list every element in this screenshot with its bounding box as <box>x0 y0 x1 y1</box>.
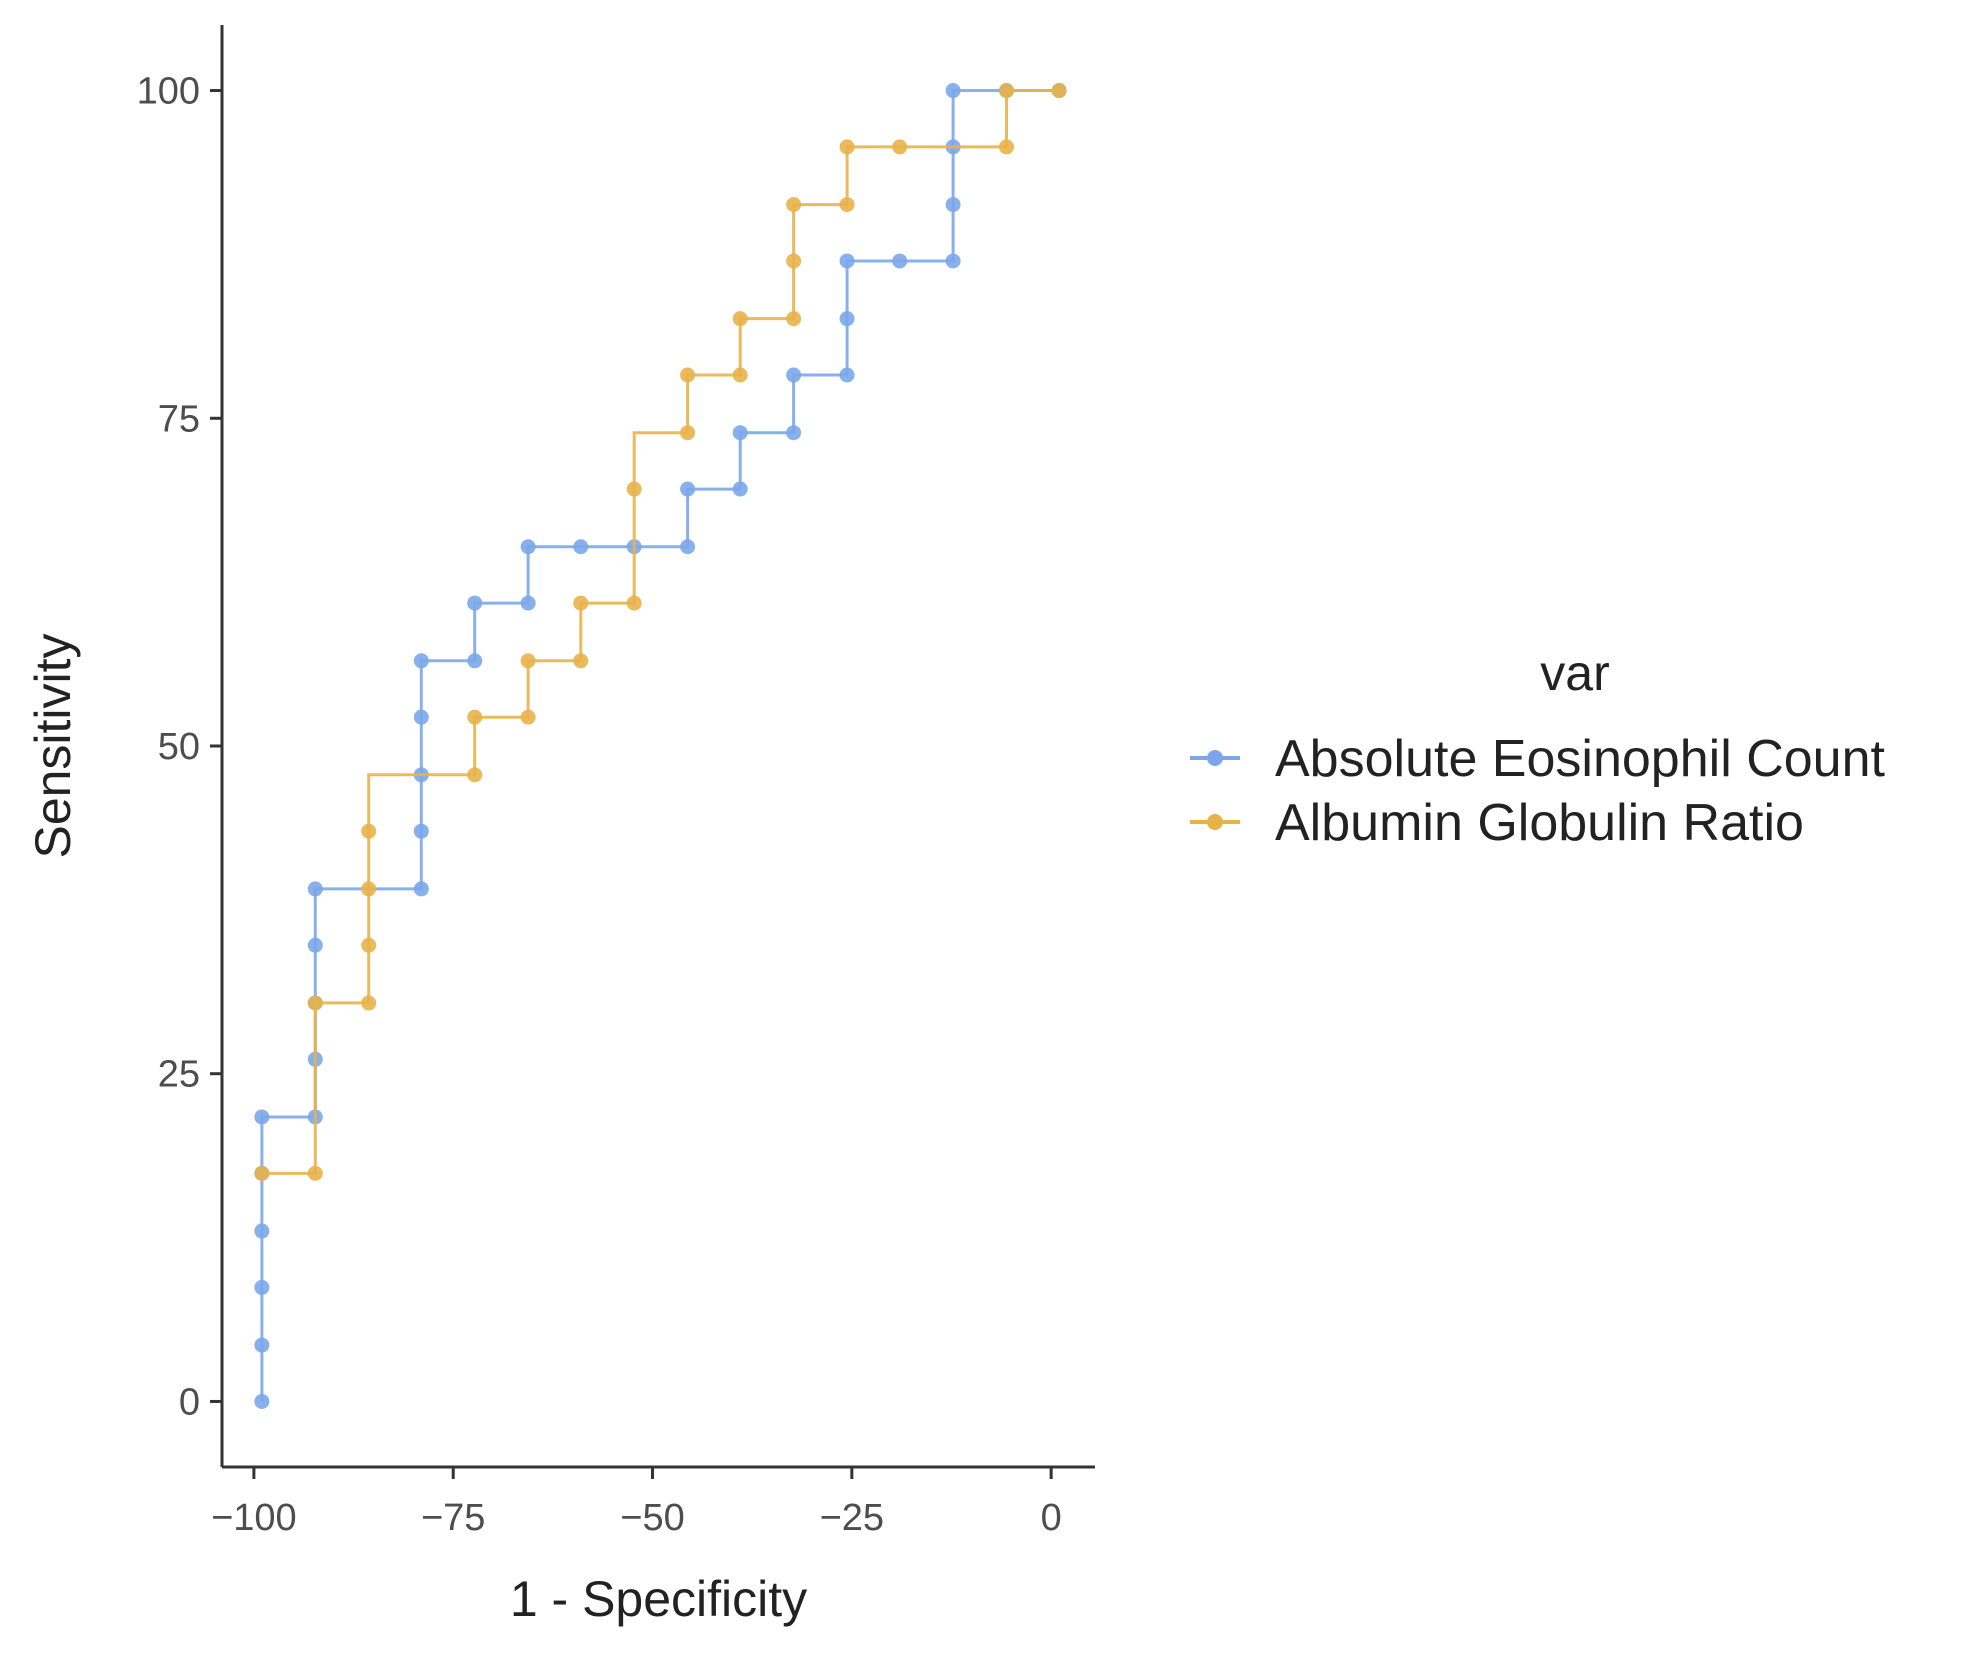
legend-key-point <box>1207 750 1223 766</box>
data-point <box>892 253 908 269</box>
y-tick-label: 100 <box>137 71 200 113</box>
data-point <box>626 595 642 611</box>
data-point <box>467 653 483 669</box>
data-point <box>786 197 802 213</box>
data-point <box>413 709 429 725</box>
data-point <box>520 709 536 725</box>
data-point <box>467 767 483 783</box>
data-point <box>839 253 855 269</box>
data-point <box>892 139 908 155</box>
y-tick-label: 75 <box>158 398 200 440</box>
data-point <box>254 1393 270 1409</box>
data-point <box>839 197 855 213</box>
data-point <box>307 1165 323 1181</box>
data-point <box>307 995 323 1011</box>
data-point <box>254 1337 270 1353</box>
data-point <box>786 253 802 269</box>
data-point <box>520 595 536 611</box>
data-point <box>945 83 961 99</box>
series-0 <box>254 83 1067 1409</box>
x-tick-label: −25 <box>820 1497 884 1539</box>
data-point <box>945 253 961 269</box>
y-axis-title: Sensitivity <box>25 633 81 858</box>
data-point <box>413 823 429 839</box>
data-point <box>254 1165 270 1181</box>
data-point <box>680 425 696 441</box>
data-point <box>413 653 429 669</box>
series-line <box>261 89 1060 1175</box>
legend-title: var <box>1540 645 1609 701</box>
data-point <box>680 539 696 555</box>
data-point <box>999 139 1015 155</box>
data-point <box>839 311 855 327</box>
data-point <box>680 481 696 497</box>
y-tick-label: 0 <box>179 1381 200 1423</box>
data-point <box>839 367 855 383</box>
legend-label: Absolute Eosinophil Count <box>1275 730 1886 788</box>
data-point <box>413 881 429 897</box>
data-point <box>1051 83 1067 99</box>
data-point <box>254 1279 270 1295</box>
data-point <box>307 881 323 897</box>
data-point <box>467 709 483 725</box>
ticks: 0 25 50 75 100 −100 −75 −50 −25 0 <box>137 71 1062 1539</box>
legend-item: Albumin Globulin Ratio <box>1190 794 1804 852</box>
data-point <box>786 367 802 383</box>
x-tick-label: −50 <box>620 1497 684 1539</box>
x-axis-title: 1 - Specificity <box>510 1571 807 1627</box>
data-point <box>254 1109 270 1125</box>
data-point <box>361 995 377 1011</box>
series-layer <box>254 83 1067 1409</box>
data-point <box>573 653 589 669</box>
data-point <box>839 139 855 155</box>
data-point <box>520 653 536 669</box>
data-point <box>786 311 802 327</box>
data-point <box>680 367 696 383</box>
data-point <box>573 595 589 611</box>
data-point <box>999 83 1015 99</box>
data-point <box>732 367 748 383</box>
axes <box>220 25 1095 1469</box>
data-point <box>307 937 323 953</box>
legend-label: Albumin Globulin Ratio <box>1275 794 1804 852</box>
legend-key-point <box>1207 814 1223 830</box>
data-point <box>520 539 536 555</box>
data-point <box>732 425 748 441</box>
x-tick-label: −100 <box>211 1497 297 1539</box>
y-tick-label: 25 <box>158 1054 200 1096</box>
series-line <box>260 89 1060 1402</box>
legend-items: Absolute Eosinophil Count Albumin Globuli… <box>1190 730 1886 852</box>
x-tick-label: −75 <box>421 1497 485 1539</box>
series-1 <box>254 83 1067 1181</box>
data-point <box>573 539 589 555</box>
data-point <box>361 881 377 897</box>
data-point <box>361 823 377 839</box>
data-point <box>361 937 377 953</box>
legend: var Absolute Eosinophil Count Albumin Glo… <box>1190 645 1886 852</box>
x-tick-label: 0 <box>1041 1497 1062 1539</box>
legend-item: Absolute Eosinophil Count <box>1190 730 1886 788</box>
data-point <box>945 197 961 213</box>
data-point <box>254 1223 270 1239</box>
data-point <box>786 425 802 441</box>
data-point <box>732 311 748 327</box>
data-point <box>626 481 642 497</box>
data-point <box>732 481 748 497</box>
data-point <box>467 595 483 611</box>
y-tick-label: 50 <box>158 726 200 768</box>
